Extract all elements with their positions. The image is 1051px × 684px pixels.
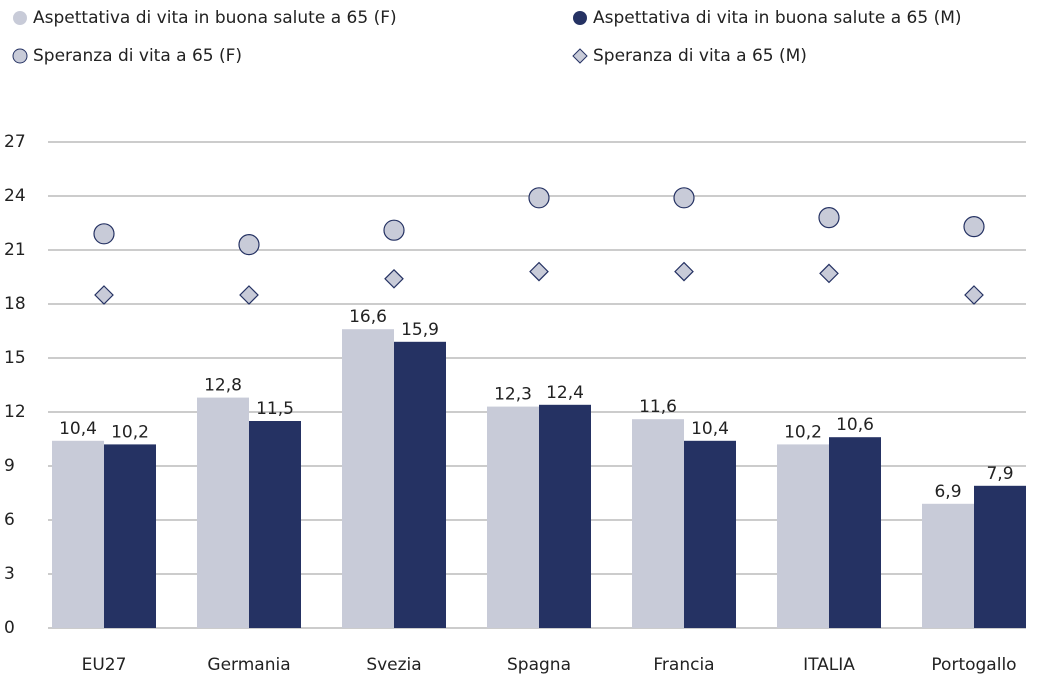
legend-label: Speranza di vita a 65 (M)	[593, 46, 807, 66]
data-label: 10,4	[59, 419, 97, 439]
marker	[93, 223, 115, 245]
x-tick-label: Spagna	[507, 655, 571, 675]
y-tick-label: 0	[4, 618, 15, 638]
data-label: 16,6	[349, 307, 387, 327]
data-label: 10,2	[111, 422, 149, 442]
data-label: 12,3	[494, 385, 532, 405]
data-label: 7,9	[986, 464, 1013, 484]
y-tick-label: 12	[4, 402, 26, 422]
marker	[673, 187, 695, 209]
marker	[818, 207, 840, 229]
y-tick-label: 6	[4, 510, 15, 530]
legend-label: Speranza di vita a 65 (F)	[33, 46, 242, 66]
data-label: 12,4	[546, 383, 584, 403]
y-tick-label: 3	[4, 564, 15, 584]
marker	[674, 261, 694, 282]
x-tick-label: ITALIA	[803, 655, 855, 675]
x-tick-label: EU27	[82, 655, 127, 675]
bar	[197, 397, 249, 628]
bar	[974, 485, 1026, 628]
legend-swatch	[572, 48, 588, 64]
bar	[777, 444, 829, 628]
marker	[819, 263, 839, 284]
x-tick-label: Svezia	[366, 655, 421, 675]
data-label: 12,8	[204, 376, 242, 396]
bar	[539, 404, 591, 628]
data-label: 10,4	[691, 419, 729, 439]
x-tick-label: Germania	[207, 655, 290, 675]
bar	[342, 329, 394, 628]
bar	[104, 444, 156, 628]
bar	[922, 503, 974, 628]
bar	[684, 440, 736, 628]
bar	[249, 421, 301, 628]
y-tick-label: 27	[4, 132, 26, 152]
marker	[384, 268, 404, 289]
y-tick-label: 9	[4, 456, 15, 476]
data-label: 10,2	[784, 422, 822, 442]
x-tick-label: Francia	[653, 655, 714, 675]
marker	[529, 261, 549, 282]
bar	[394, 341, 446, 628]
bar	[829, 437, 881, 628]
data-label: 11,5	[256, 399, 294, 419]
bar	[632, 419, 684, 628]
marker	[963, 216, 985, 238]
data-label: 11,6	[639, 397, 677, 417]
marker	[239, 285, 259, 305]
marker	[238, 234, 260, 256]
legend-label: Aspettativa di vita in buona salute a 65…	[593, 8, 962, 28]
y-tick-label: 24	[4, 186, 26, 206]
y-tick-label: 21	[4, 240, 26, 260]
data-label: 6,9	[934, 482, 961, 502]
marker	[383, 219, 405, 241]
legend-swatch	[13, 11, 27, 25]
legend-swatch	[573, 11, 587, 25]
data-label: 10,6	[836, 415, 874, 435]
marker	[94, 285, 114, 305]
x-tick-label: Portogallo	[931, 655, 1016, 675]
legend-swatch	[12, 48, 28, 64]
legend-label: Aspettativa di vita in buona salute a 65…	[33, 8, 397, 28]
y-tick-label: 18	[4, 294, 26, 314]
bar	[487, 406, 539, 628]
y-tick-label: 15	[4, 348, 26, 368]
marker	[964, 285, 984, 305]
data-label: 15,9	[401, 320, 439, 340]
bar	[52, 440, 104, 628]
marker	[528, 187, 550, 209]
